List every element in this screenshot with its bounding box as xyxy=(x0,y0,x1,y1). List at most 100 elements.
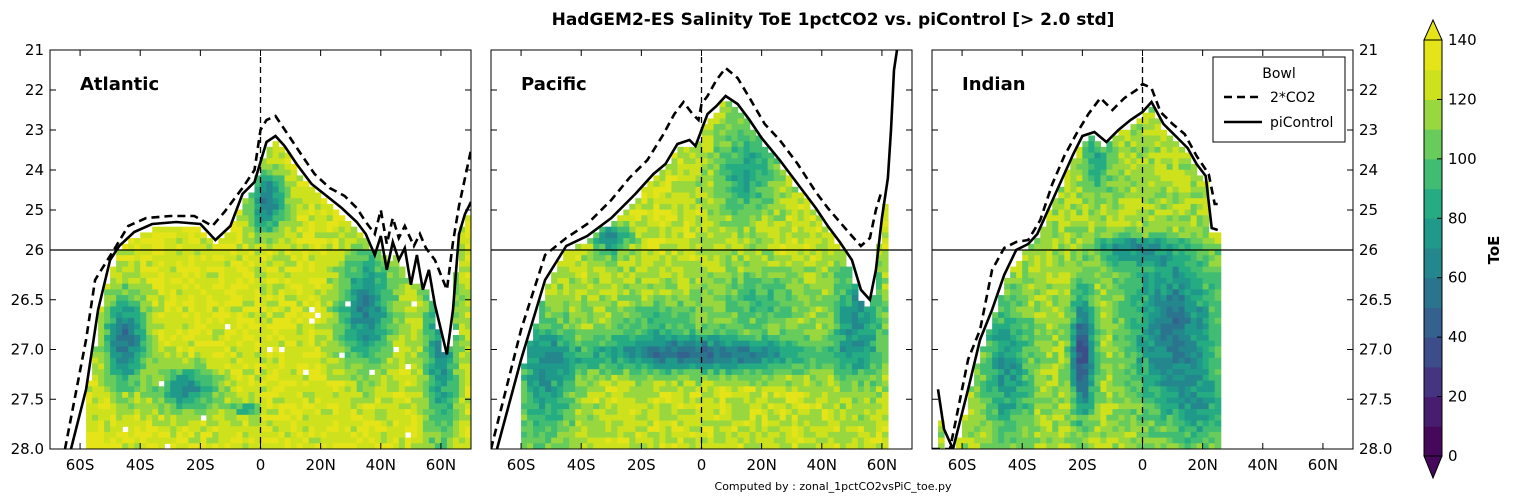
heat-cell xyxy=(881,266,889,273)
heat-cell xyxy=(110,272,117,279)
heat-cell xyxy=(176,403,183,410)
heat-cell xyxy=(593,289,600,296)
heat-cell xyxy=(737,317,745,325)
heat-cell xyxy=(170,426,177,433)
heat-cell xyxy=(857,443,865,449)
heat-cell xyxy=(785,260,793,268)
heat-cell xyxy=(422,437,430,444)
heat-cell xyxy=(458,352,466,359)
heat-cell xyxy=(248,306,256,313)
heat-cell xyxy=(314,209,322,216)
heat-cell xyxy=(116,426,123,433)
heat-cell xyxy=(671,181,679,188)
heat-cell xyxy=(791,209,799,216)
heat-cell xyxy=(719,295,727,302)
heat-cell xyxy=(623,357,630,365)
heat-cell xyxy=(170,369,177,376)
heat-cell xyxy=(839,249,847,256)
heat-cell xyxy=(659,295,667,302)
heat-cell xyxy=(803,306,811,313)
heat-cell xyxy=(320,369,328,376)
heat-cell xyxy=(134,409,141,416)
heat-cell xyxy=(428,374,436,382)
heat-cell xyxy=(314,403,322,410)
heat-cell xyxy=(236,386,244,393)
heat-cell xyxy=(707,129,715,137)
heat-cell xyxy=(116,317,123,325)
heat-cell xyxy=(845,317,853,325)
heat-cell xyxy=(314,283,322,290)
heat-cell xyxy=(212,283,219,290)
heat-cell xyxy=(743,152,751,159)
heat-cell xyxy=(278,392,286,399)
heat-cell xyxy=(176,283,183,290)
heat-cell xyxy=(254,369,262,376)
heat-cell xyxy=(170,323,177,330)
heat-cell xyxy=(821,397,829,404)
heat-cell xyxy=(134,386,141,393)
heat-cell xyxy=(398,295,406,302)
heat-cell xyxy=(713,175,721,182)
heat-cell xyxy=(452,335,460,342)
heat-cell xyxy=(332,363,340,370)
heat-cell xyxy=(587,255,594,262)
heat-cell xyxy=(134,340,141,347)
heat-cell xyxy=(446,346,454,353)
heat-cell xyxy=(452,283,460,290)
heat-cell xyxy=(743,169,751,176)
heat-cell xyxy=(809,409,817,416)
heat-cell xyxy=(617,374,624,382)
heat-cell xyxy=(725,215,733,222)
heat-cell xyxy=(791,352,799,359)
heat-cell xyxy=(635,243,642,251)
heat-cell xyxy=(629,386,636,393)
heat-cell xyxy=(749,392,757,399)
heat-cell xyxy=(290,431,298,439)
heat-cell xyxy=(827,374,835,382)
heat-cell xyxy=(593,346,600,353)
heat-cell xyxy=(527,392,534,399)
heat-cell xyxy=(380,403,388,410)
heat-cell xyxy=(104,426,111,433)
heat-cell xyxy=(416,426,424,433)
heat-cell xyxy=(194,289,201,296)
heat-cell xyxy=(611,295,618,302)
heat-cell xyxy=(260,335,268,342)
heat-cell xyxy=(188,374,195,382)
heat-cell xyxy=(785,238,793,245)
heat-cell xyxy=(200,437,207,444)
heat-cell xyxy=(116,420,123,427)
heat-cell xyxy=(839,352,847,359)
heat-cell xyxy=(623,317,630,325)
heat-cell xyxy=(545,397,552,404)
heat-cell xyxy=(284,209,292,216)
heat-cell xyxy=(827,409,835,416)
heat-cell xyxy=(575,329,582,336)
heat-cell xyxy=(170,278,177,285)
heat-cell xyxy=(296,420,304,427)
heat-cell xyxy=(737,312,745,319)
heat-cell xyxy=(296,352,304,359)
heat-cell xyxy=(134,278,141,285)
heat-cell xyxy=(338,255,346,262)
heat-cell xyxy=(254,340,262,347)
heat-cell xyxy=(671,420,679,427)
heat-cell xyxy=(587,426,594,433)
heat-cell xyxy=(98,431,105,439)
heat-cell xyxy=(683,249,691,256)
heat-cell xyxy=(767,335,775,342)
heat-cell xyxy=(527,420,534,427)
heat-cell xyxy=(290,357,298,365)
heat-cell xyxy=(398,420,406,427)
heat-cell xyxy=(557,317,564,325)
heat-cell xyxy=(260,317,268,325)
heat-cell xyxy=(533,426,540,433)
heat-cell xyxy=(320,403,328,410)
heat-cell xyxy=(545,380,552,387)
heat-cell xyxy=(707,221,715,228)
heat-cell xyxy=(851,409,859,416)
heat-cell xyxy=(581,283,588,290)
heat-cell xyxy=(575,363,582,370)
heat-cell xyxy=(152,363,159,370)
heat-cell xyxy=(671,317,679,325)
